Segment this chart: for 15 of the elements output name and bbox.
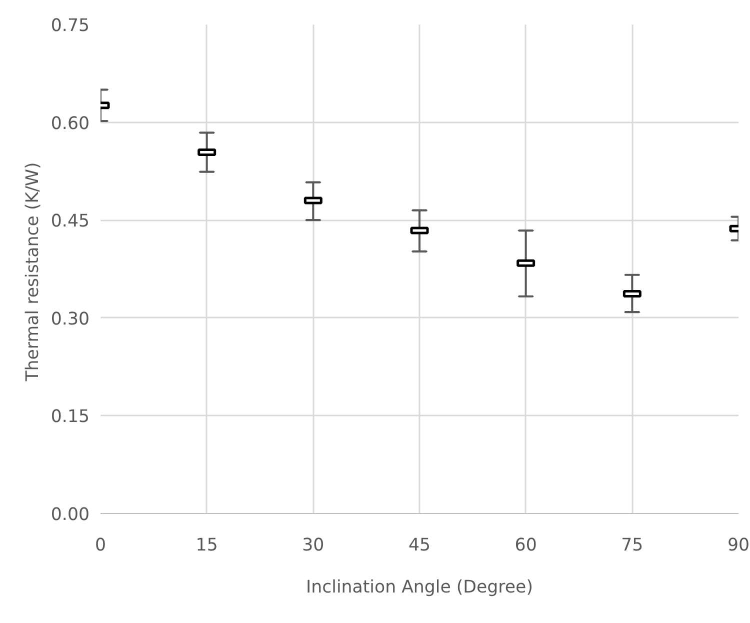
x-tick-label: 45 bbox=[408, 536, 431, 556]
y-tick-label: 0.30 bbox=[50, 309, 90, 330]
y-tick-label: 0.15 bbox=[50, 407, 90, 428]
y-tick-label: 0.60 bbox=[50, 114, 90, 134]
x-tick-label: 30 bbox=[302, 536, 324, 556]
y-axis-title: Thermal resistance (K/W) bbox=[22, 162, 43, 382]
x-tick-label: 60 bbox=[514, 536, 537, 556]
y-tick-label: 0.75 bbox=[50, 16, 90, 36]
x-tick-label: 75 bbox=[621, 536, 644, 556]
x-tick-label: 90 bbox=[727, 536, 750, 556]
x-tick-label: 15 bbox=[196, 536, 218, 556]
y-tick-label: 0.00 bbox=[50, 505, 90, 525]
x-tick-label: 0 bbox=[94, 536, 106, 556]
x-axis-title: Inclination Angle (Degree) bbox=[306, 578, 533, 598]
y-tick-label: 0.45 bbox=[50, 212, 90, 232]
